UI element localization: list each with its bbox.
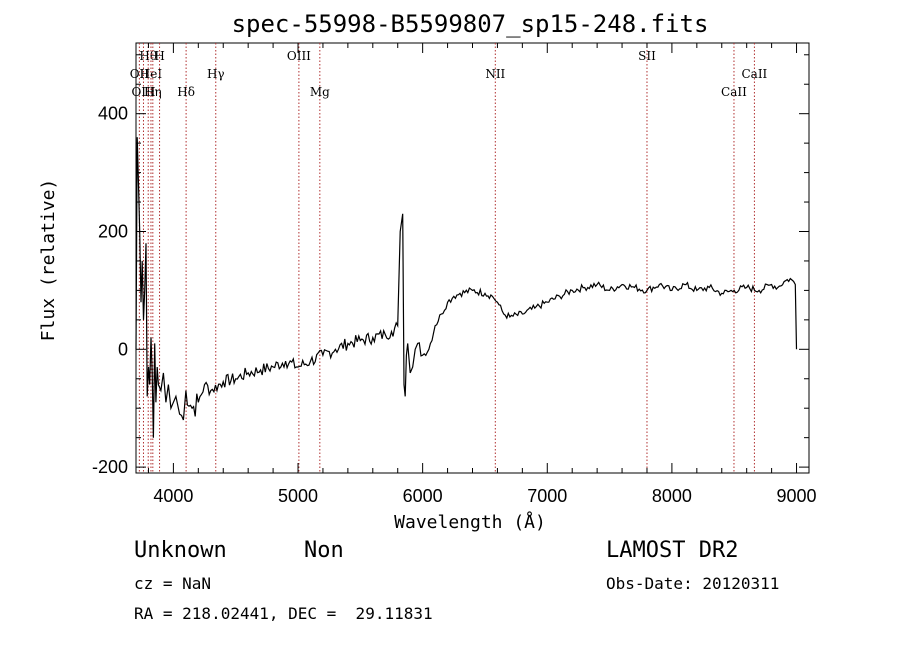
emission-line-markers: OII OIII Hθ HeI Hη H Hδ Hγ OIII Mg NII SII CaII CaII <box>130 43 768 473</box>
emission-line-label: SII <box>638 49 656 63</box>
plot-frame <box>135 42 810 474</box>
x-tick-label: 7000 <box>527 486 567 506</box>
emission-line-label: Hδ <box>177 85 195 99</box>
redshift-cz: cz = NaN <box>134 574 212 593</box>
y-axis-label: Flux (relative) <box>38 179 59 342</box>
emission-line-label: Hθ <box>139 49 157 63</box>
emission-line-label: Mg <box>310 85 330 99</box>
emission-line-label: OIII <box>287 49 311 63</box>
emission-line-label: OII <box>130 67 150 81</box>
object-subclass: Non <box>304 538 344 563</box>
emission-line-label: Hγ <box>207 67 225 81</box>
emission-line-label: NII <box>485 67 505 81</box>
coordinates: RA = 218.02441, DEC = 29.11831 <box>134 604 433 623</box>
emission-line-label: HeI <box>140 67 163 81</box>
y-tick-label: -200 <box>92 457 128 477</box>
x-tick-label: 8000 <box>652 486 692 506</box>
flux-series-line <box>135 137 798 438</box>
x-tick-label: 6000 <box>403 486 443 506</box>
x-tick-label: 5000 <box>278 486 318 506</box>
survey-name: LAMOST DR2 <box>606 538 739 563</box>
x-tick-label: 9000 <box>777 486 817 506</box>
y-tick-label: 400 <box>98 104 128 124</box>
emission-line-label: H <box>154 49 164 63</box>
chart-title: spec-55998-B5599807_sp15-248.fits <box>232 10 709 38</box>
x-tick-label: 4000 <box>153 486 193 506</box>
observation-date: Obs-Date: 20120311 <box>606 574 780 593</box>
y-tick-label: 200 <box>98 221 128 241</box>
x-axis-label: Wavelength (Å) <box>394 511 546 533</box>
emission-line-label: Hη <box>144 85 162 99</box>
y-tick-label: 0 <box>118 339 128 359</box>
emission-line-label: CaII <box>741 67 767 81</box>
emission-line-label: OIII <box>131 85 155 99</box>
axis-ticks: 4000 5000 6000 7000 8000 9000 -200 0 200 400 <box>92 43 817 506</box>
object-class: Unknown <box>134 538 227 563</box>
emission-line-label: CaII <box>721 85 747 99</box>
